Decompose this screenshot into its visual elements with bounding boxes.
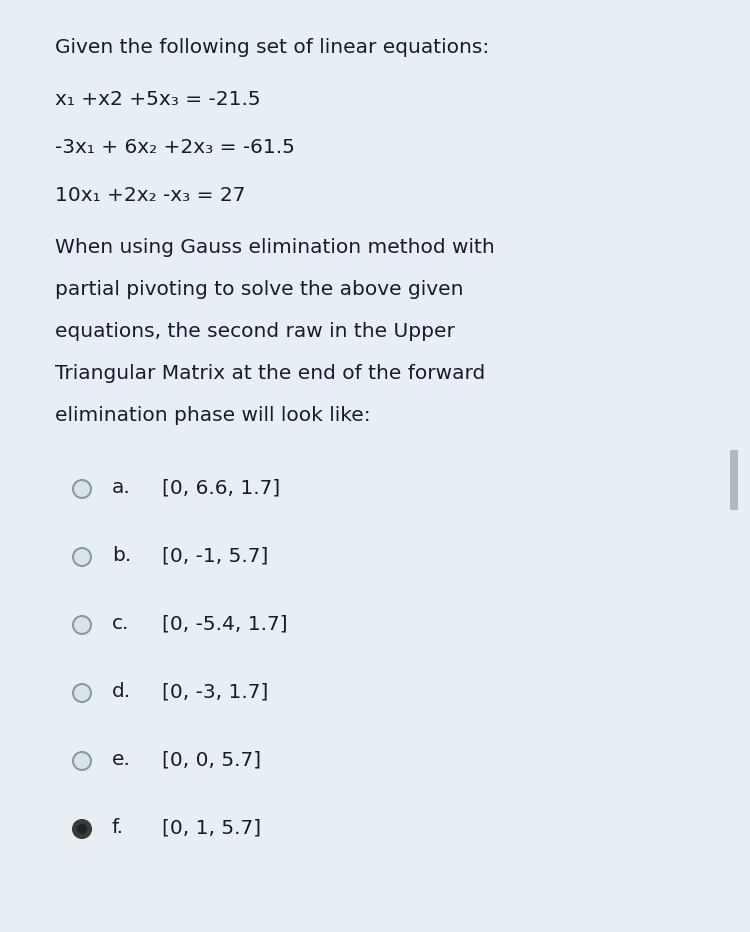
Circle shape bbox=[73, 752, 91, 770]
Text: [0, -5.4, 1.7]: [0, -5.4, 1.7] bbox=[162, 614, 288, 633]
Text: [0, -3, 1.7]: [0, -3, 1.7] bbox=[162, 682, 268, 701]
Text: Given the following set of linear equations:: Given the following set of linear equati… bbox=[55, 38, 489, 57]
Circle shape bbox=[77, 824, 87, 834]
Text: [0, 1, 5.7]: [0, 1, 5.7] bbox=[162, 818, 261, 837]
Circle shape bbox=[73, 548, 91, 566]
Text: -3x₁ + 6x₂ +2x₃ = -61.5: -3x₁ + 6x₂ +2x₃ = -61.5 bbox=[55, 138, 295, 157]
Text: 10x₁ +2x₂ -x₃ = 27: 10x₁ +2x₂ -x₃ = 27 bbox=[55, 186, 245, 205]
Text: Triangular Matrix at the end of the forward: Triangular Matrix at the end of the forw… bbox=[55, 364, 485, 383]
Circle shape bbox=[73, 616, 91, 634]
Text: d.: d. bbox=[112, 682, 131, 701]
Text: x₁ +x2 +5x₃ = -21.5: x₁ +x2 +5x₃ = -21.5 bbox=[55, 90, 261, 109]
Text: e.: e. bbox=[112, 750, 130, 769]
Text: When using Gauss elimination method with: When using Gauss elimination method with bbox=[55, 238, 495, 257]
Text: [0, -1, 5.7]: [0, -1, 5.7] bbox=[162, 546, 268, 565]
Text: equations, the second raw in the Upper: equations, the second raw in the Upper bbox=[55, 322, 454, 341]
Text: [0, 0, 5.7]: [0, 0, 5.7] bbox=[162, 750, 261, 769]
Text: f.: f. bbox=[112, 818, 124, 837]
Text: elimination phase will look like:: elimination phase will look like: bbox=[55, 406, 370, 425]
Text: c.: c. bbox=[112, 614, 129, 633]
Text: b.: b. bbox=[112, 546, 131, 565]
Text: partial pivoting to solve the above given: partial pivoting to solve the above give… bbox=[55, 280, 464, 299]
Text: a.: a. bbox=[112, 478, 130, 497]
Bar bbox=[730, 450, 738, 510]
Circle shape bbox=[73, 480, 91, 498]
Text: [0, 6.6, 1.7]: [0, 6.6, 1.7] bbox=[162, 478, 280, 497]
Circle shape bbox=[73, 820, 91, 838]
Circle shape bbox=[73, 684, 91, 702]
